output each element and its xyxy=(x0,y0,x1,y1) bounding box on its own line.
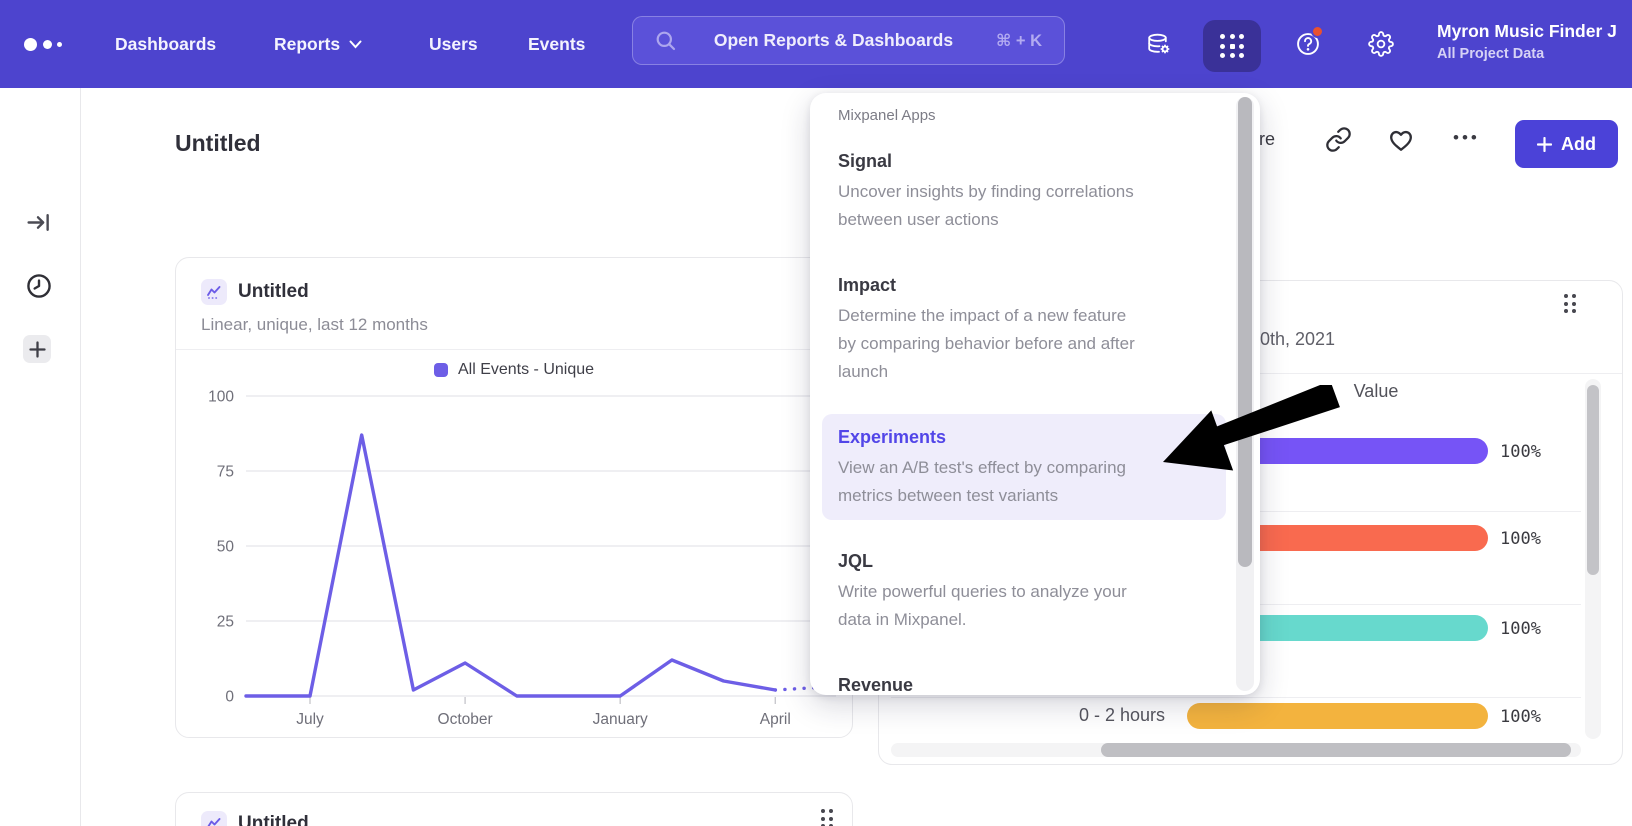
search-placeholder: Open Reports & Dashboards xyxy=(713,30,954,50)
value-bar-percentage: 100% xyxy=(1500,442,1541,462)
search-input[interactable]: Open Reports & Dashboards ⌘ + K xyxy=(632,16,1065,65)
database-gear-icon[interactable] xyxy=(1146,31,1172,57)
bar-row-label: 0 - 2 hours xyxy=(1078,705,1165,725)
value-card-vscrollbar-thumb[interactable] xyxy=(1587,385,1599,575)
value-card-hscrollbar-thumb[interactable] xyxy=(1101,743,1571,757)
value-column-header: Value xyxy=(1353,381,1399,401)
svg-text:25: 25 xyxy=(217,614,234,631)
gear-icon[interactable] xyxy=(1368,31,1394,57)
svg-text:0: 0 xyxy=(225,689,234,706)
legend-swatch xyxy=(433,363,448,377)
apps-menu-item-description: Write powerful queries to analyze your da… xyxy=(838,582,1127,629)
value-bar-percentage: 100% xyxy=(1500,529,1541,549)
user-menu[interactable]: Myron Music Finder J All Project Data xyxy=(1437,21,1632,62)
apps-menu-item-description: View an A/B test's effect by comparing me… xyxy=(838,458,1126,505)
chart-card: Untitled Linear, unique, last 12 months … xyxy=(175,257,853,738)
insights-chart-icon xyxy=(201,811,227,826)
apps-menu-item-title: JQL xyxy=(838,551,874,571)
nav-item-label: Events xyxy=(528,33,586,54)
share-button-fragment[interactable]: re xyxy=(1259,129,1276,149)
apps-menu-item-description: Determine the impact of a new feature by … xyxy=(838,306,1135,381)
bottom-card-title[interactable]: Untitled xyxy=(238,813,309,826)
add-button-label: Add xyxy=(1561,133,1596,154)
value-bar-percentage: 100% xyxy=(1500,707,1541,727)
mixpanel-logo-icon[interactable] xyxy=(24,37,68,53)
top-nav: Dashboards Reports Users Events Open Rep… xyxy=(0,0,1632,88)
notification-dot xyxy=(1311,25,1324,38)
apps-menu-item-experiments[interactable]: Experiments View an A/B test's effect by … xyxy=(822,414,1226,520)
svg-text:October: October xyxy=(438,711,493,728)
apps-grid-icon xyxy=(1220,34,1244,58)
nav-item-label: Users xyxy=(429,33,478,54)
more-actions-button[interactable]: ••• xyxy=(1453,128,1480,147)
chart-card-subtitle: Linear, unique, last 12 months xyxy=(201,315,428,334)
chevron-down-icon xyxy=(349,40,362,48)
svg-text:75: 75 xyxy=(217,464,234,481)
svg-text:100: 100 xyxy=(208,389,234,406)
link-icon[interactable] xyxy=(1325,126,1352,153)
value-bar-percentage: 100% xyxy=(1500,619,1541,639)
row-separator xyxy=(891,697,1581,698)
apps-menu-item-title: Experiments xyxy=(838,427,947,447)
apps-menu-panel: Mixpanel Apps Signal Uncover insights by … xyxy=(810,93,1260,695)
drag-handle-icon[interactable] xyxy=(821,809,833,826)
left-rail xyxy=(0,88,81,826)
apps-menu-item-impact[interactable]: Impact Determine the impact of a new feat… xyxy=(822,262,1226,396)
nav-item-label: Reports xyxy=(274,33,341,54)
add-report-button[interactable] xyxy=(23,335,51,363)
apps-menu-item-jql[interactable]: JQL Write powerful queries to analyze you… xyxy=(822,538,1226,644)
apps-menu-item-title: Impact xyxy=(838,275,897,295)
chart-card-title[interactable]: Untitled xyxy=(238,281,309,302)
apps-menu-item-revenue[interactable]: Revenue xyxy=(822,662,1226,695)
svg-text:50: 50 xyxy=(217,539,235,556)
nav-item-users[interactable]: Users xyxy=(429,0,478,88)
nav-item-reports[interactable]: Reports xyxy=(274,0,362,88)
add-button[interactable]: Add xyxy=(1515,120,1618,168)
search-icon xyxy=(656,31,676,50)
nav-item-dashboards[interactable]: Dashboards xyxy=(115,0,216,88)
svg-text:April: April xyxy=(760,711,791,728)
nav-item-events[interactable]: Events xyxy=(528,0,585,88)
collapse-right-icon[interactable] xyxy=(25,209,52,236)
nav-item-label: Dashboards xyxy=(115,33,217,54)
apps-menu-items: Signal Uncover insights by finding correl… xyxy=(810,138,1260,695)
apps-menu-item-signal[interactable]: Signal Uncover insights by finding correl… xyxy=(822,138,1226,244)
legend-label: All Events - Unique xyxy=(457,361,595,378)
project-name: All Project Data xyxy=(1437,46,1545,62)
svg-text:January: January xyxy=(593,711,648,728)
page-title: Untitled xyxy=(175,130,261,156)
svg-text:July: July xyxy=(296,711,324,728)
value-bar xyxy=(1187,703,1488,729)
user-name: Myron Music Finder J xyxy=(1437,21,1617,41)
apps-menu-button[interactable] xyxy=(1203,20,1261,72)
help-icon[interactable] xyxy=(1295,31,1321,57)
chart-legend: All Events - Unique xyxy=(176,361,852,379)
plus-icon xyxy=(28,340,46,358)
apps-menu-item-description: Uncover insights by finding correlations… xyxy=(838,182,1134,229)
apps-menu-title: Mixpanel Apps xyxy=(838,107,936,124)
heart-icon[interactable] xyxy=(1387,126,1415,154)
search-shortcut: ⌘ + K xyxy=(995,31,1042,50)
history-icon[interactable] xyxy=(25,272,53,300)
apps-menu-item-title: Signal xyxy=(838,151,893,171)
insights-chart-icon xyxy=(201,279,227,305)
apps-menu-item-title: Revenue xyxy=(838,675,914,695)
apps-menu-scrollbar-thumb[interactable] xyxy=(1238,97,1252,567)
line-chart: 0 25 50 75 100 July October January April xyxy=(208,389,836,728)
plus-icon xyxy=(1537,136,1552,152)
value-card-date-fragment: 0th, 2021 xyxy=(1260,329,1336,349)
bottom-card: Untitled xyxy=(175,792,853,826)
divider xyxy=(176,349,852,350)
drag-handle-icon[interactable] xyxy=(1564,294,1576,313)
